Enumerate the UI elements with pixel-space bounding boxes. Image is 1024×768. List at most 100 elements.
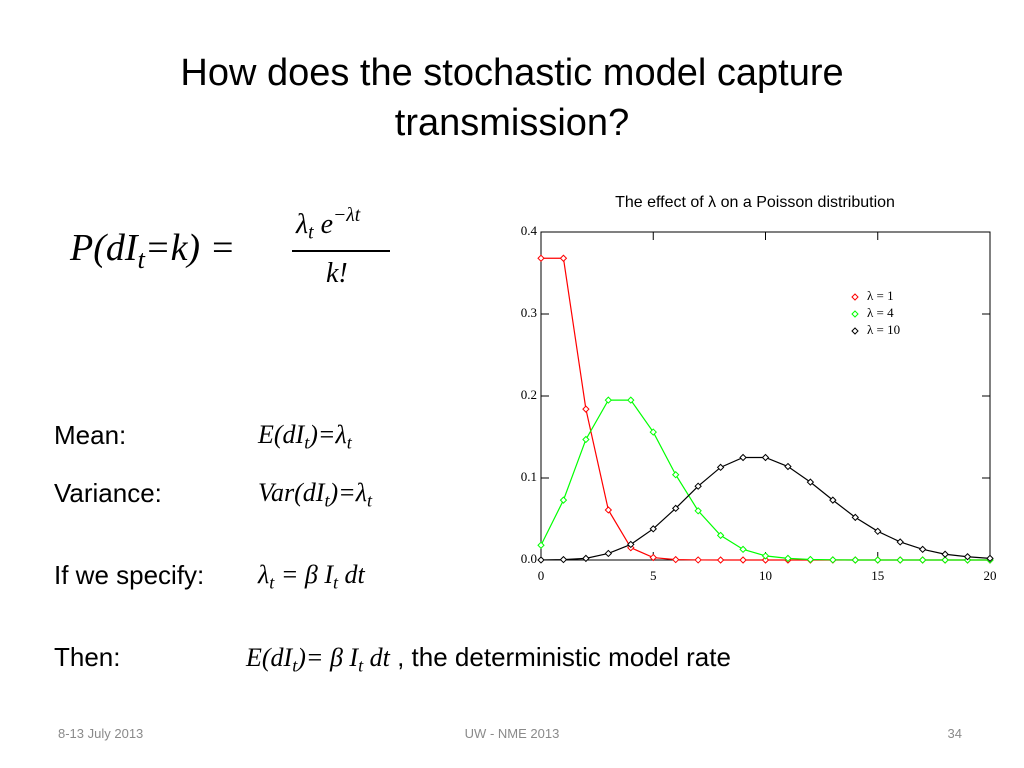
text: )= β I — [297, 643, 359, 672]
text: =k) = — [144, 227, 236, 269]
series-line — [540, 399, 990, 561]
data-point — [559, 555, 568, 564]
text: Var(dI — [258, 478, 325, 507]
data-point — [604, 396, 613, 404]
data-point — [761, 552, 770, 560]
y-tick-label: 0.1 — [521, 469, 537, 484]
x-tick-label: 15 — [871, 568, 884, 583]
text: )=λ — [329, 478, 367, 507]
footer-event: UW - NME 2013 — [464, 726, 560, 741]
data-point — [671, 555, 680, 564]
row-label: Variance: — [54, 478, 162, 508]
data-point — [761, 453, 770, 462]
row-expr: E(dIt)= β It dt , the deterministic mode… — [246, 642, 731, 676]
x-tick-label: 10 — [759, 568, 772, 583]
data-point — [918, 545, 927, 554]
formula-denominator: k! — [326, 258, 348, 290]
text: λ — [258, 560, 270, 589]
data-point — [649, 553, 657, 562]
formula-numerator: λt e−λt — [296, 205, 360, 245]
data-point — [829, 496, 837, 504]
text: λ — [296, 208, 309, 240]
data-point — [739, 545, 747, 554]
row-label: If we specify: — [54, 560, 205, 590]
footer-page: 34 — [947, 726, 962, 741]
slide-title: How does the stochastic model capture tr… — [180, 52, 844, 144]
data-point — [671, 471, 680, 479]
data-point — [649, 428, 657, 436]
text: t — [304, 432, 310, 453]
data-point — [627, 540, 635, 549]
data-point — [829, 556, 837, 564]
data-point — [559, 254, 568, 262]
row-label: Mean: — [54, 420, 127, 450]
data-point — [941, 550, 949, 558]
x-tick-label: 0 — [538, 568, 545, 583]
footer-date: 8-13 July 2013 — [58, 726, 144, 741]
row-label: Then: — [54, 642, 121, 672]
series-line — [541, 257, 990, 561]
data-point — [716, 531, 725, 540]
data-point — [649, 525, 657, 533]
data-point — [896, 556, 904, 564]
data-point — [918, 556, 927, 564]
chart-title: The effect of λ on a Poisson distributio… — [615, 194, 895, 211]
text: = β I — [274, 560, 333, 589]
text: E(dI — [258, 420, 305, 449]
data-point — [851, 556, 860, 564]
text: t — [292, 655, 298, 676]
data-point — [537, 556, 545, 564]
y-tick-label: 0.4 — [521, 223, 538, 238]
data-point — [739, 453, 747, 462]
y-tick-label: 0.2 — [521, 387, 537, 402]
fraction-bar — [292, 250, 390, 252]
data-point — [559, 496, 568, 504]
data-point — [537, 254, 545, 262]
data-point — [896, 538, 904, 546]
data-point — [671, 504, 680, 513]
row-expr: E(dIt)=λt — [258, 420, 352, 453]
data-point — [604, 506, 613, 514]
text: , the deterministic model rate — [397, 642, 731, 672]
data-point — [784, 462, 792, 471]
data-point — [761, 556, 770, 564]
y-tick-label: 0.3 — [521, 305, 537, 320]
data-point — [582, 405, 590, 413]
legend-label: λ = 4 — [867, 305, 894, 320]
data-point — [941, 556, 949, 564]
text: k! — [326, 258, 348, 289]
text: t — [137, 243, 145, 274]
data-point — [582, 554, 590, 563]
data-point — [784, 554, 792, 563]
data-point — [806, 555, 815, 564]
data-point — [582, 435, 590, 444]
text: dt — [363, 643, 390, 672]
text: t — [358, 655, 364, 676]
data-point — [694, 507, 702, 515]
text: t — [366, 490, 373, 511]
data-point — [694, 556, 702, 564]
text: t — [346, 432, 352, 453]
y-tick-label: 0.0 — [521, 551, 537, 566]
row-expr: Var(dIt)=λt — [258, 478, 372, 511]
text: t — [332, 572, 339, 593]
chart: The effect of λ on a Poisson distributio… — [521, 194, 997, 583]
x-tick-label: 5 — [650, 568, 657, 583]
data-point — [874, 556, 882, 564]
formula-lhs: P(dIt=k) = — [70, 226, 235, 275]
text: P(dI — [70, 227, 138, 269]
legend-marker — [851, 327, 859, 335]
data-point — [739, 556, 747, 564]
legend-label: λ = 10 — [867, 322, 900, 337]
text: dt — [338, 560, 365, 589]
data-point — [604, 549, 613, 558]
text: e — [320, 208, 334, 240]
data-point — [874, 527, 882, 536]
data-point — [963, 553, 972, 561]
text: t — [324, 490, 330, 511]
text: )=λ — [309, 420, 347, 449]
legend-label: λ = 1 — [867, 288, 894, 303]
text: −λt — [333, 205, 361, 226]
data-point — [537, 541, 545, 549]
